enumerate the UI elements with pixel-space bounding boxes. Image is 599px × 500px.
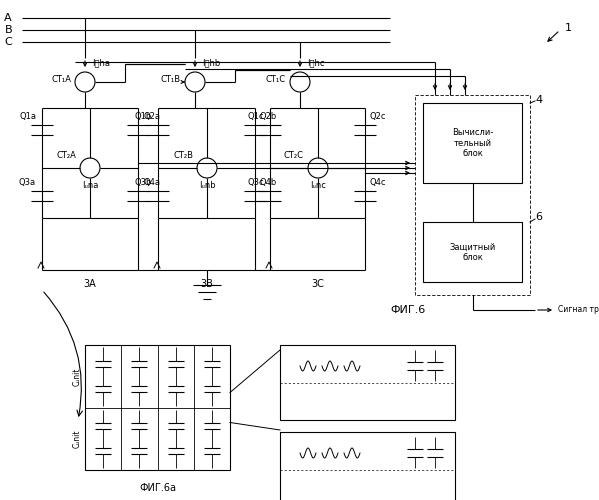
Text: Q1c: Q1c [247, 112, 264, 120]
Text: 3A: 3A [84, 279, 96, 289]
Text: CT₁A: CT₁A [51, 76, 71, 84]
Bar [423, 103, 522, 183]
Text: Вычисли-
тельный
блок: Вычисли- тельный блок [452, 128, 493, 158]
Text: Q2a: Q2a [143, 112, 160, 120]
Text: Iᵤnc: Iᵤnc [310, 182, 326, 190]
Text: Iᵤna: Iᵤna [82, 182, 98, 190]
Bar [85, 345, 230, 470]
Bar [280, 345, 455, 420]
Bar [423, 222, 522, 282]
Text: 1: 1 [565, 23, 572, 33]
Text: 3B: 3B [200, 279, 213, 289]
Text: Защитный
блок: Защитный блок [449, 242, 495, 262]
Text: 6: 6 [535, 212, 542, 222]
Text: Q3a: Q3a [19, 178, 36, 186]
Text: ФИГ.6: ФИГ.6 [390, 305, 425, 315]
Text: Сигнал тревоги или аварийного отключения: Сигнал тревоги или аварийного отключения [558, 306, 599, 314]
Text: Q4b: Q4b [260, 178, 277, 186]
Text: I₝ha: I₝ha [92, 58, 110, 68]
Text: CT₂A: CT₂A [56, 152, 76, 160]
Text: ФИГ.6a: ФИГ.6a [139, 483, 176, 493]
Text: 4: 4 [535, 95, 542, 105]
Text: 3C: 3C [311, 279, 324, 289]
Text: Cᵤnit: Cᵤnit [73, 430, 82, 448]
Text: Q2b: Q2b [260, 112, 277, 120]
Text: Cᵤnit: Cᵤnit [73, 367, 82, 386]
Text: Q1a: Q1a [19, 112, 36, 120]
Bar [415, 95, 530, 295]
Text: Q3b: Q3b [135, 178, 152, 186]
Text: CT₁C: CT₁C [266, 76, 286, 84]
Text: I₝hb: I₝hb [202, 58, 220, 68]
Text: C: C [4, 37, 12, 47]
Text: Q4a: Q4a [143, 178, 160, 186]
Text: CT₂C: CT₂C [284, 152, 304, 160]
Text: CT₂B: CT₂B [173, 152, 193, 160]
Text: Q4c: Q4c [370, 178, 386, 186]
Text: A: A [4, 13, 12, 23]
Bar [280, 432, 455, 500]
Text: Q1b: Q1b [135, 112, 152, 120]
Text: I₝hc: I₝hc [307, 58, 325, 68]
Text: B: B [4, 25, 12, 35]
Text: CT₁B: CT₁B [161, 76, 181, 84]
Text: Iᵤnb: Iᵤnb [199, 182, 215, 190]
Text: Q2c: Q2c [370, 112, 386, 120]
Text: Q3c: Q3c [247, 178, 264, 186]
